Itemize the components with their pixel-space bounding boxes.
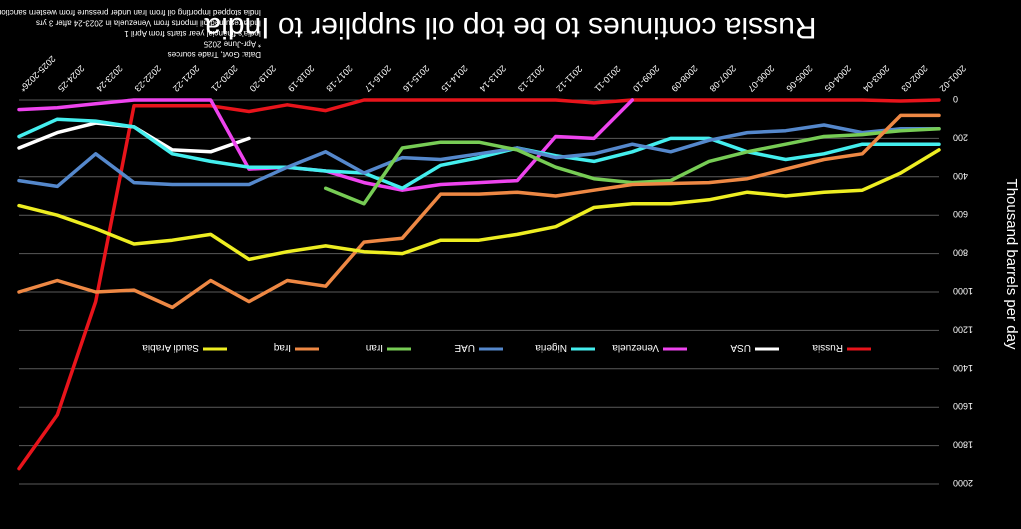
x-tick-label: 2014-15 <box>439 63 469 93</box>
y-tick-label: 800 <box>953 248 968 258</box>
y-tick-label: 1000 <box>953 286 973 296</box>
series-line-nigeria <box>17 117 941 191</box>
y-tick-label: 1200 <box>953 324 973 334</box>
x-tick-label: 2007-08 <box>708 63 738 93</box>
x-tick-label: 2021-22 <box>171 63 201 93</box>
x-tick-label: 2011-12 <box>554 64 584 94</box>
x-tick-label: 2005-06 <box>784 63 814 93</box>
chart-title: Russia continues to be top oil supplier … <box>204 11 817 44</box>
legend-label: USA <box>730 342 751 353</box>
x-tick-label: 2006-07 <box>746 63 776 93</box>
series-line-iran <box>323 127 941 206</box>
source-note: * Apr-June 2025 <box>203 40 261 49</box>
chart-series-lines <box>17 98 941 471</box>
x-tick-label: 2012-13 <box>516 63 546 93</box>
legend-label: Iran <box>366 342 383 353</box>
series-line-uae <box>17 123 941 189</box>
source-note: India stopped importing oil from Iran un… <box>0 8 261 17</box>
chart-source-notes: Data: Govt, Trade sources* Apr-June 2025… <box>0 8 261 59</box>
x-tick-label: 2019-20 <box>248 63 278 93</box>
series-line-iraq <box>17 113 941 310</box>
y-tick-label: 1800 <box>953 440 973 450</box>
x-tick-label: 2001-02 <box>938 63 968 93</box>
x-tick-label: 2020-21 <box>209 63 239 93</box>
x-tick-label: 2024-25 <box>56 63 86 93</box>
y-tick-label: 600 <box>953 209 968 219</box>
legend-label: Iraq <box>274 342 291 353</box>
y-axis-tick-labels: 0 200 400 600 800 1000 1200 1400 1600 1800 2000 <box>953 94 973 488</box>
y-tick-label: 1400 <box>953 363 973 373</box>
y-axis-label: Thousand barrels per day <box>1003 179 1020 350</box>
source-note: India's financial year starts from April… <box>124 29 261 38</box>
y-tick-label: 0 <box>953 94 958 104</box>
x-tick-label: 2018-19 <box>286 63 316 93</box>
y-tick-label: 200 <box>953 132 968 142</box>
legend-label: Russia <box>812 342 843 353</box>
x-tick-label: 2017-18 <box>324 63 354 93</box>
source-note: India resumed oil imports from Venezuela… <box>36 19 261 28</box>
y-tick-label: 2000 <box>953 478 973 488</box>
y-tick-label: 1600 <box>953 401 973 411</box>
legend-label: Venezuela <box>612 342 659 353</box>
x-tick-label: 2004-05 <box>823 63 853 93</box>
x-tick-label: 2022-23 <box>133 63 163 93</box>
legend-label: Nigeria <box>535 342 567 353</box>
chart-gridlines <box>19 99 939 485</box>
x-tick-label: 2016-17 <box>363 63 393 93</box>
x-axis-tick-labels: 2001-02 2002-03 2003-04 2004-05 2005-06 2006-… <box>17 54 968 94</box>
x-tick-label: 2008-09 <box>669 63 699 93</box>
y-tick-label: 400 <box>953 171 968 181</box>
chart-legend: Russia USA Venezuela Nigeria UAE Iran Iraq Saud… <box>142 342 871 353</box>
source-note: Data: Govt, Trade sources <box>168 50 261 59</box>
legend-label: UAE <box>454 342 475 353</box>
legend-label: Saudi Arabia <box>142 342 199 353</box>
series-line-saudi-arabia <box>17 148 941 262</box>
series-line-russia <box>17 98 941 471</box>
x-tick-label: 2002-03 <box>899 63 929 93</box>
x-tick-label: 2013-14 <box>478 63 508 93</box>
x-tick-label: 2010-11 <box>593 64 623 94</box>
x-tick-label: 2015-16 <box>401 63 431 93</box>
x-tick-label: 2023-24 <box>94 63 124 93</box>
x-tick-label: 2025-2026* <box>17 54 57 94</box>
x-tick-label: 2003-04 <box>861 63 891 93</box>
x-tick-label: 2009-10 <box>631 63 661 93</box>
